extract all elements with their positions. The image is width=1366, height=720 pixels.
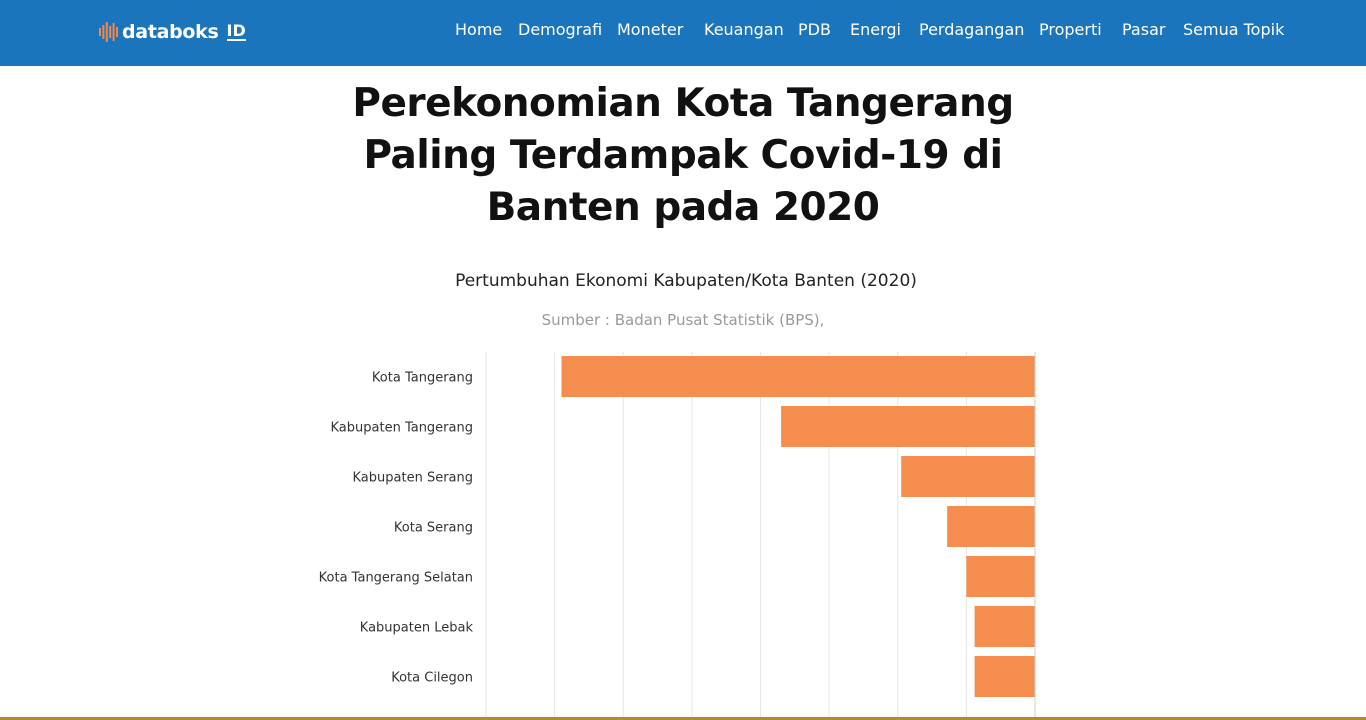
top-navbar: databoks ID Home Demografi Moneter Keuan… xyxy=(0,0,1366,66)
nav-item-pdb[interactable]: PDB xyxy=(798,20,831,39)
bar-kota-tangerang-selatan xyxy=(966,556,1035,597)
category-label: Kota Serang xyxy=(394,521,473,536)
category-label: Kabupaten Tangerang xyxy=(331,421,474,436)
nav-item-moneter[interactable]: Moneter xyxy=(617,20,684,39)
logo-mark-icon xyxy=(99,22,118,42)
bottom-border xyxy=(0,717,1366,720)
category-label: Kota Tangerang xyxy=(372,371,473,386)
logo-badge: ID xyxy=(226,21,246,41)
bar-kabupaten-lebak xyxy=(974,606,1035,647)
category-label: Kota Tangerang Selatan xyxy=(319,571,473,586)
nav-item-perdagangan[interactable]: Perdagangan xyxy=(919,20,1025,39)
nav-item-energi[interactable]: Energi xyxy=(850,20,901,39)
chart-source: Sumber : Badan Pusat Statistik (BPS), xyxy=(541,311,825,329)
category-label: Kabupaten Serang xyxy=(353,471,474,486)
chart-title: Pertumbuhan Ekonomi Kabupaten/Kota Bante… xyxy=(455,271,917,291)
nav-item-home[interactable]: Home xyxy=(455,20,503,39)
nav-item-properti[interactable]: Properti xyxy=(1039,20,1102,39)
category-label: Kota Cilegon xyxy=(391,671,473,686)
category-label: Kabupaten Lebak xyxy=(360,621,474,636)
bar-kabupaten-tangerang xyxy=(781,406,1035,447)
page-title: Perekonomian Kota Tangerang Paling Terda… xyxy=(352,81,1014,230)
nav-item-keuangan[interactable]: Keuangan xyxy=(704,20,784,39)
main-nav: Home Demografi Moneter Keuangan PDB Ener… xyxy=(0,20,1366,44)
nav-item-pasar[interactable]: Pasar xyxy=(1122,20,1166,39)
nav-item-demografi[interactable]: Demografi xyxy=(518,20,603,39)
bar-kabupaten-serang xyxy=(901,456,1035,497)
logo-text: databoks xyxy=(122,21,219,43)
bar-kota-tangerang xyxy=(561,356,1035,397)
databoks-logo[interactable]: databoks ID xyxy=(98,17,246,47)
nav-item-semua-topik[interactable]: Semua Topik xyxy=(1183,20,1285,39)
bar-kota-serang xyxy=(947,506,1035,547)
bar-kota-cilegon xyxy=(974,656,1035,697)
